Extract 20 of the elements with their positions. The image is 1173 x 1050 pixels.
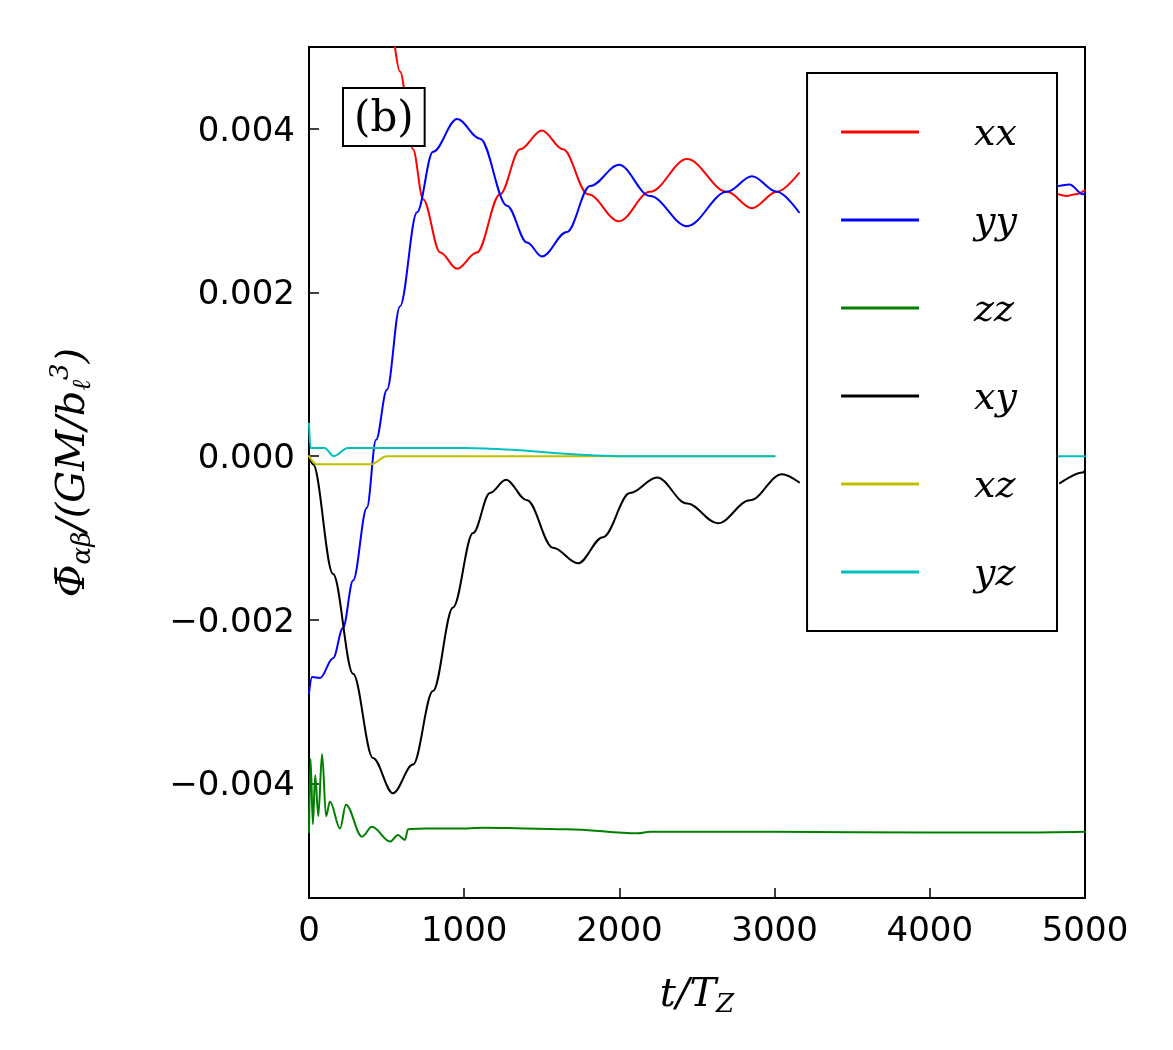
x-tick-label: 4000 bbox=[886, 909, 974, 949]
x-tick-label: 1000 bbox=[420, 909, 508, 949]
y-tick-label: 0.002 bbox=[197, 272, 295, 313]
legend-label: xx bbox=[974, 110, 1017, 154]
x-tick-label: 3000 bbox=[731, 909, 818, 949]
legend-label: yz bbox=[972, 550, 1017, 594]
annotation: (b) bbox=[354, 91, 414, 141]
x-tick-label: 5000 bbox=[1041, 909, 1129, 949]
legend-label: xz bbox=[974, 462, 1017, 506]
line-series bbox=[308, 752, 1086, 843]
y-tick-label: 0.004 bbox=[197, 108, 295, 149]
y-axis-title: Φ̄αβ/(GM/bℓ3) bbox=[44, 347, 96, 598]
legend-label: yy bbox=[972, 198, 1018, 242]
y-tick-label: −0.002 bbox=[169, 599, 295, 640]
legend-label: xy bbox=[974, 374, 1018, 418]
y-tick-label: 0.000 bbox=[197, 436, 295, 477]
y-tick-label: −0.004 bbox=[169, 763, 295, 804]
legend-label: zz bbox=[973, 286, 1016, 330]
x-tick-label: 2000 bbox=[576, 909, 663, 949]
x-tick-label: 0 bbox=[298, 909, 320, 949]
